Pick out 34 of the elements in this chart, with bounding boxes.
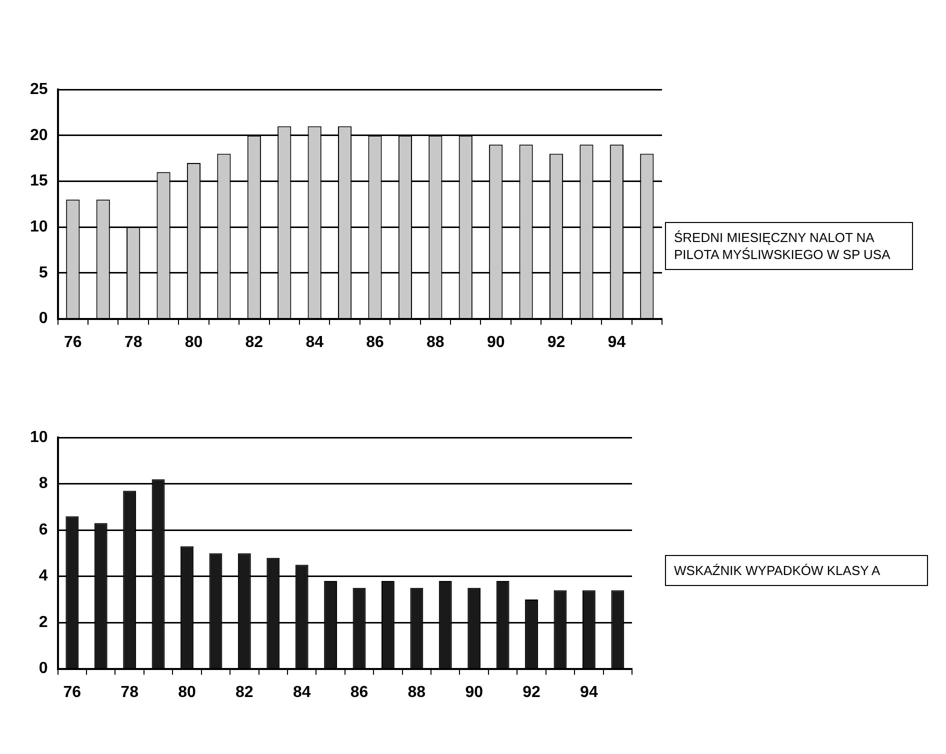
x-tick-label: 88: [408, 684, 426, 701]
y-tick-label: 20: [30, 126, 48, 144]
x-tick-label: 86: [366, 334, 384, 351]
y-tick-label: 2: [38, 614, 48, 631]
y-tick-label: 15: [30, 172, 48, 190]
x-tick-label: 78: [120, 684, 139, 701]
x-tick-label: 82: [236, 684, 254, 701]
x-tick-label: 84: [306, 334, 324, 351]
x-tick-label: 80: [184, 334, 203, 351]
text: ŚREDNI MIESIĘCZNY NALOT NA PILOTA MYŚLIWSKIEGO W SP USA: [665, 222, 913, 270]
x-tick-label: 78: [124, 334, 142, 351]
text: WSKAŹNIK WYPADKÓW KLASY A: [665, 555, 928, 586]
x-tick-label: 88: [426, 334, 444, 351]
x-tick-label: 94: [608, 334, 626, 351]
y-tick-label: 4: [38, 568, 48, 585]
x-tick-label: 82: [245, 334, 264, 351]
x-tick-label: 80: [178, 684, 196, 701]
y-tick-label: 25: [30, 81, 48, 98]
x-tick-label: 76: [64, 334, 82, 351]
x-tick-label: 94: [580, 684, 598, 701]
x-tick-label: 90: [486, 334, 505, 351]
y-tick-label: 6: [38, 521, 48, 538]
y-tick-label: 0: [38, 660, 48, 678]
y-tick-label: 8: [38, 475, 48, 492]
x-tick-label: 84: [292, 684, 311, 701]
y-tick-label: 0: [38, 310, 48, 328]
y-tick-label: 10: [30, 429, 48, 446]
x-tick-label: 92: [522, 684, 541, 701]
y-tick-label: 10: [30, 218, 48, 236]
y-tick-label: 5: [38, 264, 48, 282]
x-tick-label: 86: [350, 684, 368, 701]
x-tick-label: 92: [547, 334, 566, 351]
x-tick-label: 76: [63, 684, 82, 701]
x-tick-label: 90: [465, 684, 484, 701]
